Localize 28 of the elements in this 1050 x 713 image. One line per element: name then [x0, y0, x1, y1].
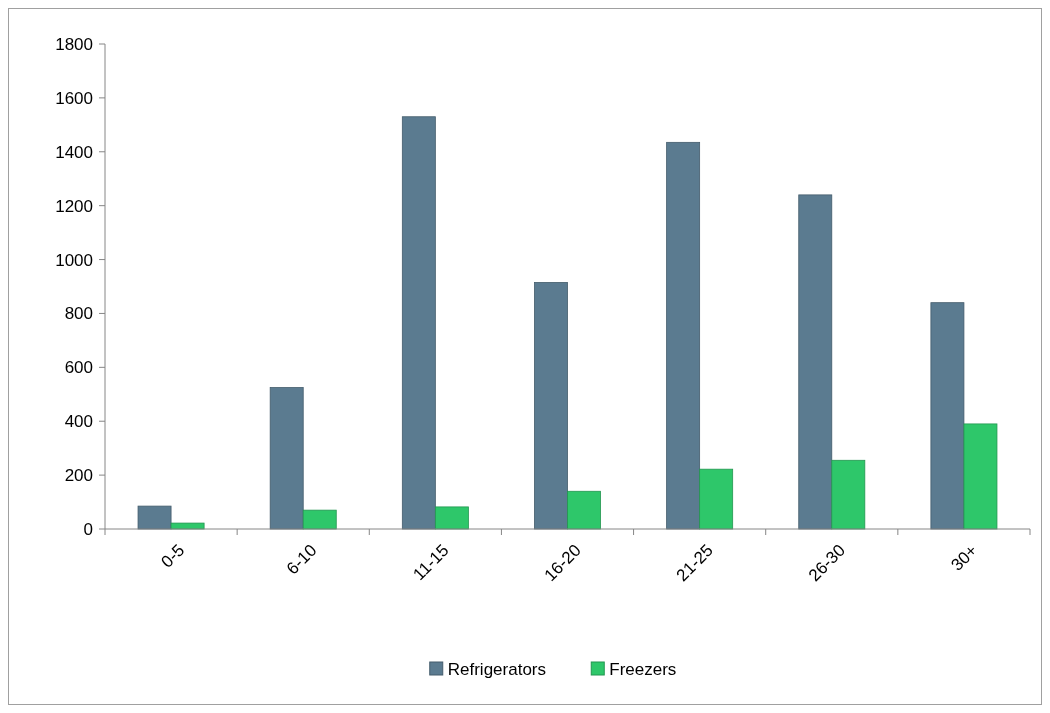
bar: [534, 282, 568, 530]
y-tick-label: 600: [64, 358, 93, 378]
bar: [831, 459, 866, 530]
bar: [798, 194, 833, 530]
bar: [699, 468, 734, 530]
bar: [269, 387, 304, 530]
y-tick-label: 0: [83, 519, 93, 539]
y-tick-label: 1000: [55, 250, 93, 270]
y-tick-label: 800: [64, 304, 93, 324]
y-tick-label: 1800: [55, 34, 93, 54]
x-tick-label: 30+: [947, 540, 982, 575]
y-tick-label: 1200: [55, 196, 93, 216]
bar: [963, 423, 998, 530]
bar: [302, 509, 337, 530]
y-tick-label: 400: [64, 412, 93, 432]
bar: [137, 505, 172, 530]
bar: [401, 116, 436, 530]
bar: [170, 522, 205, 530]
bar: [666, 141, 701, 530]
y-tick-label: 1600: [55, 88, 93, 108]
bar: [930, 302, 965, 530]
x-tick-label: 0-5: [157, 540, 189, 572]
y-tick-label: 200: [64, 466, 93, 486]
legend-label: Freezers: [609, 659, 677, 679]
y-tick-label: 1400: [55, 142, 93, 162]
legend-label: Refrigerators: [447, 659, 547, 679]
bar: [434, 506, 469, 530]
bar: [567, 490, 601, 530]
